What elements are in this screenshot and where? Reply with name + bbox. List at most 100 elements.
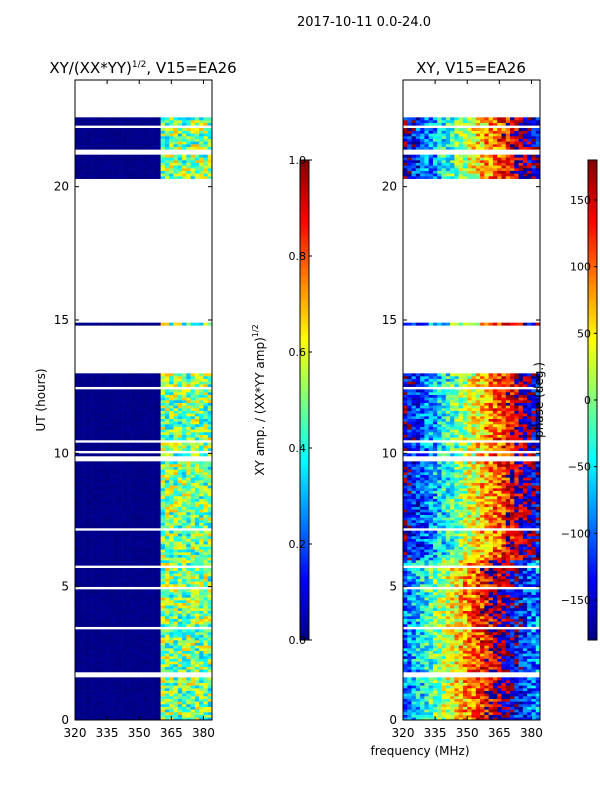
amp-cell — [147, 512, 153, 515]
amp-cell — [139, 429, 144, 433]
amp-cell — [143, 685, 149, 689]
amp-cell — [126, 597, 131, 601]
amp-cell — [207, 605, 213, 609]
amp-cell — [96, 632, 101, 635]
amp-cell — [75, 397, 80, 401]
amp-cell — [87, 434, 93, 438]
amp-cell — [122, 573, 127, 577]
amp-cell — [152, 512, 157, 515]
amp-cell — [139, 669, 144, 673]
amp-cell — [164, 661, 170, 665]
amp-cell — [182, 405, 187, 409]
amp-cell — [139, 378, 144, 382]
amp-cell — [152, 373, 157, 377]
amp-cell — [83, 445, 89, 449]
amp-cell — [186, 642, 191, 646]
amp-cell — [130, 429, 136, 433]
amp-cell — [169, 698, 174, 702]
phase-cell — [467, 693, 472, 697]
amp-cell — [143, 400, 149, 403]
amp-cell — [126, 704, 131, 707]
amp-cell — [186, 658, 191, 662]
amp-cell — [100, 530, 106, 534]
phase-cell — [480, 693, 485, 697]
amp-cell — [169, 410, 174, 414]
amp-cell — [126, 416, 131, 419]
amp-cell — [190, 525, 196, 529]
amp-cell — [134, 146, 140, 150]
amp-cell — [126, 525, 131, 529]
amp-cell — [100, 629, 106, 633]
amp-cell — [113, 445, 119, 449]
amp-cell — [130, 176, 136, 179]
amp-cell — [75, 624, 80, 627]
amp-cell — [160, 581, 166, 585]
amp-cell — [117, 661, 123, 665]
amp-cell — [199, 536, 204, 539]
amp-cell — [156, 693, 161, 697]
amp-cell — [207, 530, 213, 534]
amp-cell — [139, 165, 144, 169]
amp-cell — [100, 416, 106, 419]
phase-cell — [484, 712, 489, 715]
amp-cell — [87, 162, 93, 166]
amp-cell — [147, 173, 153, 177]
amp-cell — [92, 445, 97, 449]
phase-cell — [454, 704, 459, 707]
amp-cell — [156, 690, 161, 694]
amp-cell — [143, 541, 149, 545]
phase-cell — [415, 712, 421, 715]
amp-cell — [104, 466, 110, 470]
amp-cell — [139, 405, 144, 409]
amp-cell — [177, 517, 183, 521]
amp-cell — [143, 141, 149, 145]
amp-cell — [164, 592, 170, 595]
amp-cell — [173, 517, 179, 521]
amp-cell — [173, 656, 179, 659]
amp-cell — [130, 581, 136, 585]
amp-cell — [117, 578, 123, 582]
amp-cell — [173, 549, 179, 553]
phase-cell — [514, 706, 519, 710]
amp-cell — [134, 485, 140, 489]
amp-cell — [173, 392, 179, 395]
amp-cell — [122, 469, 127, 473]
amp-cell — [190, 520, 196, 523]
amp-cell — [117, 389, 123, 393]
amp-cell — [109, 157, 114, 161]
phase-cell — [505, 698, 511, 702]
amp-cell — [182, 576, 187, 579]
amp-cell — [160, 624, 166, 627]
amp-cell — [87, 589, 93, 593]
amp-cell — [190, 696, 196, 699]
amp-cell — [126, 600, 131, 603]
amp-cell — [160, 560, 166, 563]
amp-cell — [173, 701, 179, 705]
amp-cell — [207, 381, 213, 385]
amp-cell — [130, 488, 136, 491]
amp-cell — [113, 394, 119, 398]
amp-cell — [160, 562, 166, 566]
amp-cell — [75, 165, 80, 169]
amp-cell — [87, 594, 93, 598]
amp-cell — [126, 122, 131, 126]
amp-cell — [147, 157, 153, 161]
amp-cell — [113, 421, 119, 425]
phase-cell — [514, 688, 519, 691]
amp-cell — [186, 690, 191, 694]
amp-cell — [182, 501, 187, 505]
amp-cell — [182, 461, 187, 465]
amp-cell — [130, 472, 136, 475]
phase-cell — [518, 685, 524, 689]
amp-cell — [109, 645, 114, 649]
amp-cell — [126, 130, 131, 134]
amp-cell — [122, 138, 127, 142]
amp-cell — [109, 576, 114, 579]
amp-cell — [143, 549, 149, 553]
amp-cell — [96, 413, 101, 417]
amp-cell — [173, 176, 179, 179]
amp-cell — [113, 685, 119, 689]
amp-cell — [139, 538, 144, 542]
amp-cell — [104, 522, 110, 526]
